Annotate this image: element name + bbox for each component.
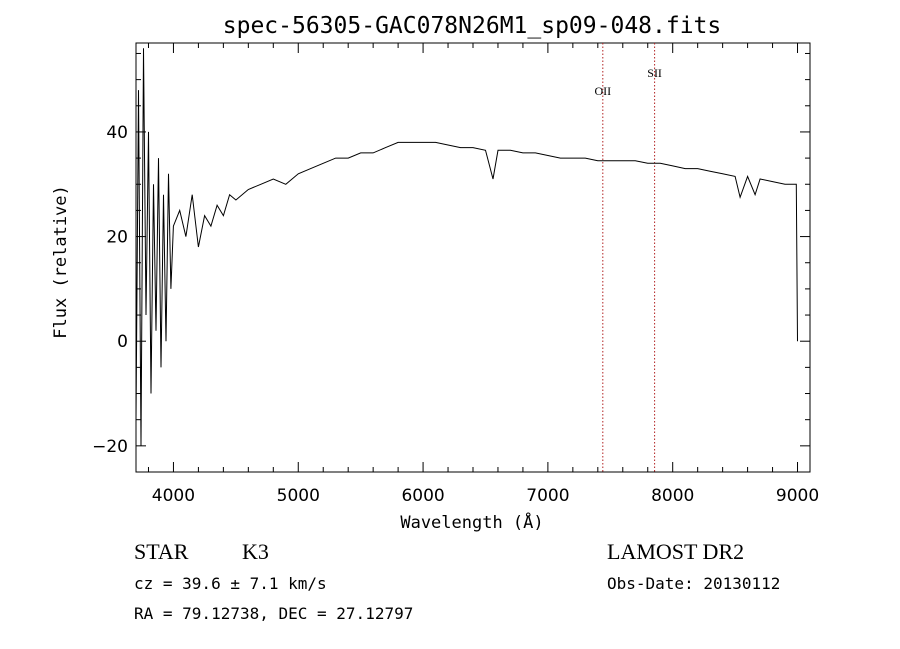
y-axis-label: Flux (relative) <box>51 185 71 339</box>
x-axis-label: Wavelength (Å) <box>400 511 543 533</box>
object-subclass: K3 <box>242 539 269 564</box>
y-axis-ticks: −20 0 20 40 <box>92 52 810 457</box>
plot-frame <box>135 42 811 473</box>
plot-area: OII SII 4000 5000 6000 7000 8000 9000 −20 0 20 40 <box>92 42 819 506</box>
x-tick-label: 4000 <box>152 486 195 506</box>
coordinates: RA = 79.12738, DEC = 27.12797 <box>134 604 413 623</box>
x-tick-label: 9000 <box>776 486 819 506</box>
emission-line-label-sii: SII <box>647 66 662 80</box>
y-tick-label: 20 <box>106 228 128 248</box>
object-class: STAR <box>134 539 189 564</box>
y-tick-label: −20 <box>92 437 128 457</box>
x-tick-label: 8000 <box>651 486 694 506</box>
x-tick-label: 5000 <box>277 486 320 506</box>
spectrum-series <box>135 48 798 446</box>
emission-line-label-oii: OII <box>594 84 611 98</box>
y-tick-label: 40 <box>106 123 128 143</box>
x-axis-ticks: 4000 5000 6000 7000 8000 9000 <box>147 43 819 506</box>
survey-label: LAMOST DR2 <box>607 539 744 564</box>
redshift-readout: cz = 39.6 ± 7.1 km/s <box>134 574 327 593</box>
x-tick-label: 6000 <box>401 486 444 506</box>
chart-title: spec-56305-GAC078N26M1_sp09-048.fits <box>223 13 722 39</box>
obs-date: Obs-Date: 20130112 <box>607 574 780 593</box>
y-tick-label: 0 <box>117 332 128 352</box>
spectrum-line <box>135 48 798 446</box>
emission-lines: OII SII <box>594 43 662 472</box>
x-tick-label: 7000 <box>526 486 569 506</box>
